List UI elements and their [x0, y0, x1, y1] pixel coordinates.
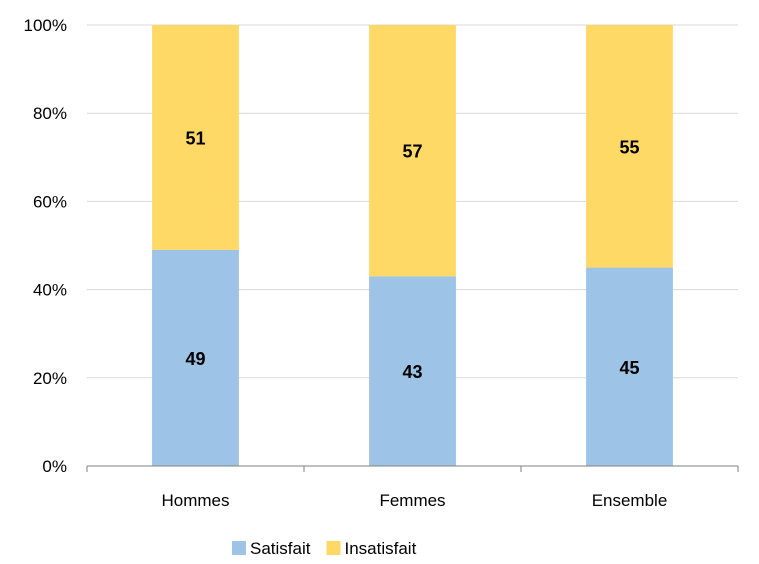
- x-category-label: Hommes: [161, 491, 229, 510]
- data-label: 49: [185, 349, 205, 369]
- bar-segment-insatisfait: [152, 25, 239, 250]
- y-tick-label: 100%: [24, 16, 67, 35]
- legend-swatch: [232, 541, 246, 555]
- bar-segment-satisfait: [586, 267, 673, 466]
- data-label: 43: [402, 362, 422, 382]
- bar-segment-insatisfait: [586, 25, 673, 268]
- x-category-label: Ensemble: [592, 491, 668, 510]
- bar-segment-satisfait: [152, 249, 239, 466]
- legend-label: Satisfait: [250, 539, 311, 558]
- legend-label: Insatisfait: [344, 539, 416, 558]
- y-tick-label: 40%: [33, 281, 67, 300]
- y-tick-label: 0%: [42, 457, 67, 476]
- data-label: 55: [619, 137, 639, 157]
- y-tick-label: 60%: [33, 192, 67, 211]
- legend-swatch: [326, 541, 341, 555]
- y-tick-label: 20%: [33, 369, 67, 388]
- data-label: 51: [185, 128, 205, 148]
- y-tick-label: 80%: [33, 104, 67, 123]
- data-label: 57: [402, 142, 422, 162]
- axes: 0% 20% 40% 60% 80% 100%: [24, 16, 739, 476]
- bar-segment-satisfait: [369, 276, 456, 466]
- legend: Satisfait Insatisfait: [232, 539, 417, 558]
- bar-segment-insatisfait: [369, 25, 456, 277]
- bars: [152, 25, 673, 466]
- x-category-label: Femmes: [379, 491, 445, 510]
- data-label: 45: [619, 358, 639, 378]
- labels: 49 51 Hommes 43 57 Femmes 45 55 Ensemble: [161, 128, 667, 510]
